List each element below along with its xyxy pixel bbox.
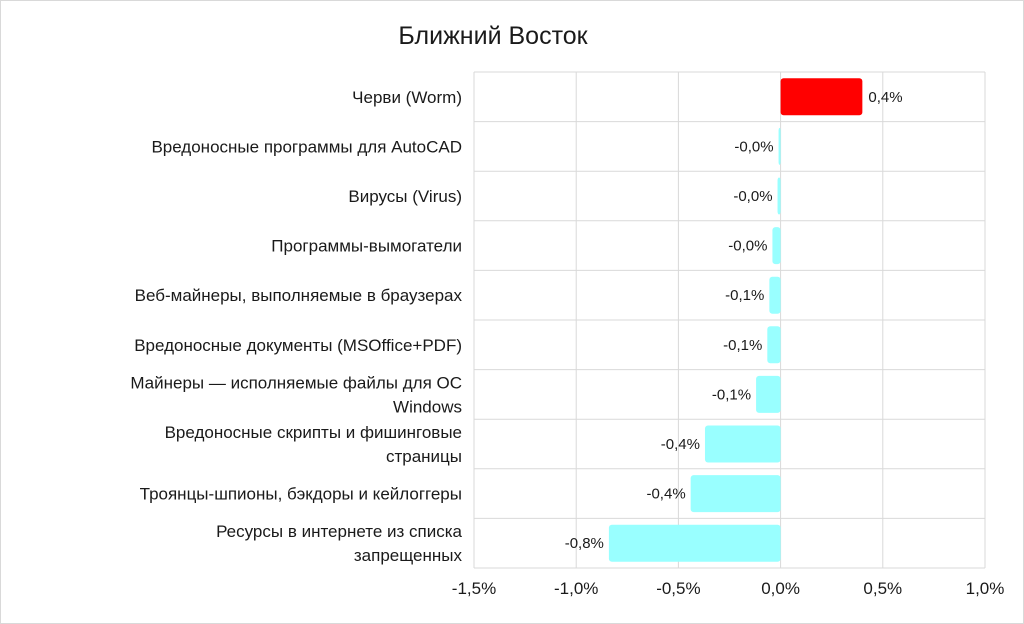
category-label: Программы-вымогатели [271, 237, 462, 256]
category-label: Windows [393, 397, 462, 416]
data-label: -0,1% [725, 287, 764, 304]
grid-lines [473, 71, 986, 569]
category-labels: Черви (Worm) Вредоносные программы для Au… [130, 88, 462, 565]
data-labels: 0,4% -0,0% -0,0% -0,0% -0,1% -0,1% -0,1% -0,4% -… [565, 89, 903, 552]
data-label: -0,0% [733, 188, 772, 205]
x-tick-labels: -1,5% -1,0% -0,5% 0,0% 0,5% 1,0% [452, 579, 1005, 598]
bar [780, 78, 863, 116]
bar [769, 276, 781, 314]
bar [772, 227, 781, 265]
category-label: Веб-майнеры, выполняемые в браузерах [135, 286, 463, 305]
bar [756, 375, 781, 413]
category-label: Майнеры — исполняемые файлы для ОС [130, 373, 462, 392]
category-label: Вирусы (Virus) [348, 187, 462, 206]
data-label: 0,4% [868, 89, 902, 106]
category-label: Черви (Worm) [352, 88, 462, 107]
bar [777, 177, 781, 215]
data-label: -0,4% [646, 486, 685, 503]
data-label: -0,1% [712, 386, 751, 403]
x-tick-label: -0,5% [656, 579, 700, 598]
chart-title: Ближний Восток [398, 22, 588, 50]
category-label: запрещенных [354, 546, 463, 565]
bar [767, 326, 781, 364]
category-label: Вредоносные программы для AutoCAD [151, 137, 462, 156]
x-tick-label: 0,0% [761, 579, 800, 598]
category-label: страницы [386, 447, 462, 466]
bar [690, 475, 781, 513]
data-label: -0,0% [734, 138, 773, 155]
x-tick-label: -1,0% [554, 579, 598, 598]
bar [704, 425, 781, 463]
data-label: -0,0% [728, 238, 767, 255]
category-label: Вредоносные документы (MSOffice+PDF) [134, 336, 462, 355]
x-tick-label: -1,5% [452, 579, 496, 598]
category-label: Троянцы-шпионы, бэкдоры и кейлоггеры [140, 485, 462, 504]
data-label: -0,4% [661, 436, 700, 453]
category-label: Вредоносные скрипты и фишинговые [165, 423, 462, 442]
bars [608, 78, 863, 562]
x-tick-label: 1,0% [966, 579, 1005, 598]
bar [778, 127, 781, 165]
data-label: -0,8% [565, 535, 604, 552]
category-label: Ресурсы в интернете из списка [216, 522, 462, 541]
data-label: -0,1% [723, 337, 762, 354]
x-tick-label: 0,5% [863, 579, 902, 598]
bar [608, 524, 781, 562]
